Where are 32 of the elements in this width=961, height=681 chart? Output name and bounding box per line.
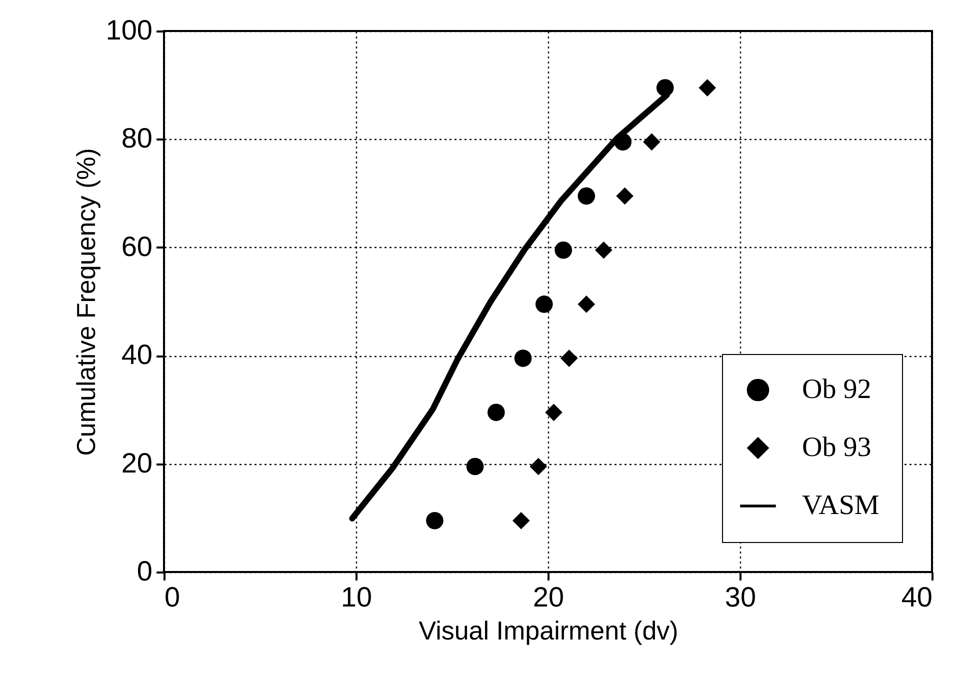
point [643,133,660,151]
point [536,296,553,313]
y-axis-title: Cumulative Frequency (%) [70,148,101,456]
point [512,512,530,530]
point [488,404,505,422]
legend-label: Ob 92 [802,374,872,405]
point [595,241,612,259]
point [578,187,596,205]
legend-label: VASM [802,490,880,521]
point [698,79,716,96]
point [426,512,444,530]
point [616,187,634,205]
y-tick-label: 40 [121,339,152,370]
y-tick-label: 100 [106,14,152,46]
x-tick-label: 20 [532,582,564,612]
x-tick-label: 0 [164,582,180,612]
point [514,350,532,367]
point [466,458,484,476]
point [560,350,578,367]
y-tick-label: 80 [121,122,152,154]
legend-label: Ob 93 [802,432,872,463]
y-tick-label: 60 [121,230,152,262]
point [545,404,562,422]
x-tick-label: 30 [724,582,756,612]
x-tick-label: 40 [901,582,932,612]
point [554,241,572,259]
y-tick-label: 0 [136,556,152,586]
point [530,458,548,476]
x-tick-label: 10 [340,582,372,612]
y-tick-label: 20 [121,447,152,478]
x-axis-title: Visual Impairment (dv) [418,616,678,646]
point [578,296,596,313]
